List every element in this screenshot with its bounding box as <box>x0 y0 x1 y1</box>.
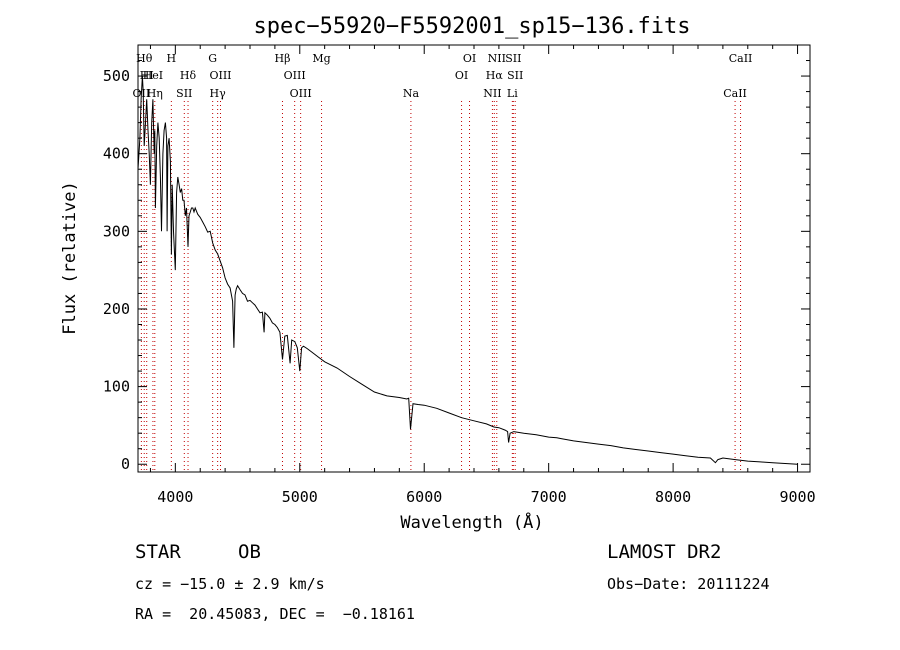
object-class: STAR <box>135 541 181 563</box>
line-label: HeI <box>143 69 163 82</box>
y-tick-label: 400 <box>103 145 130 163</box>
line-label: Hθ <box>136 52 153 65</box>
line-label: OIII <box>209 69 231 82</box>
survey-name: LAMOST DR2 <box>607 541 722 563</box>
obs-date: Obs−Date: 20111224 <box>607 575 770 593</box>
x-tick-label: 5000 <box>282 488 318 506</box>
line-label: NII <box>483 87 501 100</box>
y-tick-label: 300 <box>103 222 130 240</box>
line-label: G <box>208 52 217 65</box>
line-label: OI <box>463 52 476 65</box>
x-tick-label: 9000 <box>779 488 815 506</box>
line-label: OI <box>455 69 468 82</box>
y-axis-label: Flux (relative) <box>60 181 80 335</box>
line-label: Hδ <box>180 69 197 82</box>
line-label: CaII <box>723 87 747 100</box>
x-tick-label: 8000 <box>655 488 691 506</box>
line-label: NII <box>488 52 506 65</box>
line-label: SII <box>176 87 192 100</box>
line-label: Hγ <box>210 87 227 100</box>
line-label: CaII <box>729 52 753 65</box>
y-tick-label: 100 <box>103 378 130 396</box>
x-tick-label: 6000 <box>406 488 442 506</box>
line-label: OIII <box>284 69 306 82</box>
series-line-spectrum <box>137 76 798 465</box>
line-label: OIII <box>290 87 312 100</box>
line-label: HI <box>140 69 154 82</box>
x-axis: 4000 5000 6000 7000 8000 9000 <box>149 45 816 506</box>
y-axis: 0 100 200 300 400 500 <box>103 60 810 473</box>
emission-line-labels: OIIHθHIHeIHηHHδSIIGOIIIHγHβOIIIOIIIMgNaO… <box>133 52 753 100</box>
line-label: SII <box>507 69 523 82</box>
chart-title: spec−55920−F5592001_sp15−136.fits <box>253 14 690 39</box>
x-tick-label: 4000 <box>157 488 193 506</box>
y-tick-label: 500 <box>103 67 130 85</box>
x-axis-label: Wavelength (Å) <box>400 511 543 533</box>
line-label: H <box>167 52 177 65</box>
line-label: Li <box>507 87 518 100</box>
line-label: Hη <box>147 87 163 100</box>
x-tick-label: 7000 <box>531 488 567 506</box>
line-label: SII <box>505 52 521 65</box>
line-label: Hβ <box>275 52 291 65</box>
y-tick-label: 0 <box>121 455 130 473</box>
emission-line-markers <box>140 101 742 472</box>
line-label: Na <box>403 87 420 100</box>
y-tick-label: 200 <box>103 300 130 318</box>
line-label: Hα <box>486 69 504 82</box>
object-subclass: OB <box>238 541 261 563</box>
coordinates: RA = 20.45083, DEC = −0.18161 <box>135 605 415 623</box>
plot-frame <box>137 44 811 473</box>
redshift-readout: cz = −15.0 ± 2.9 km/s <box>135 575 325 593</box>
line-label: Mg <box>312 52 330 65</box>
